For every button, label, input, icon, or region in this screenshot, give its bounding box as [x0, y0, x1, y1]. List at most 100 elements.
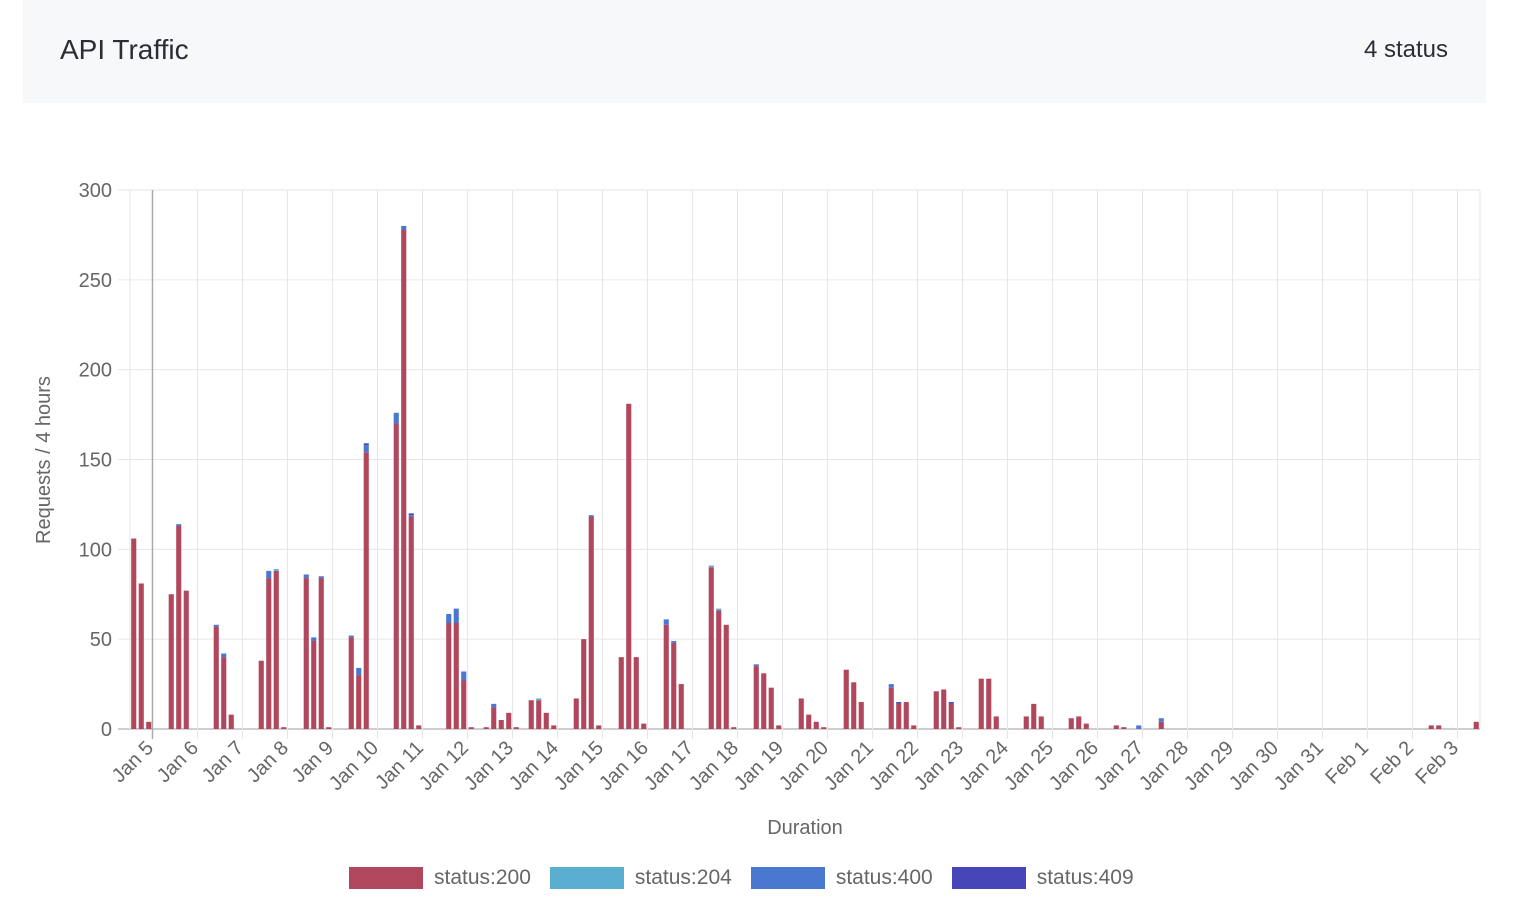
bar-segment-status-200 — [896, 703, 902, 729]
bar-segment-status-200 — [266, 578, 272, 729]
bar-segment-status-200 — [491, 707, 497, 729]
x-tick-label: Jan 12 — [415, 737, 473, 795]
bar-segment-status-200 — [641, 723, 647, 729]
bar-segment-status-200 — [551, 725, 557, 729]
legend-swatch — [750, 867, 825, 889]
bar-segment-status-200 — [761, 673, 767, 729]
bar-segment-status-200 — [138, 583, 144, 729]
x-tick-label: Jan 10 — [325, 737, 383, 795]
bar-segment-status-200 — [1158, 721, 1164, 729]
legend-item[interactable]: status:409 — [951, 866, 1134, 890]
bar-segment-status-400 — [1136, 725, 1142, 729]
bar-segment-status-400 — [588, 515, 594, 517]
bar-segment-status-400 — [461, 671, 467, 681]
bar-segment-status-200 — [221, 657, 227, 729]
bar-segment-status-200 — [768, 687, 774, 729]
y-tick-label: 250 — [79, 270, 112, 292]
bar-segment-status-200 — [131, 538, 137, 729]
bar-segment-status-200 — [723, 624, 729, 729]
bar-segment-status-400 — [303, 574, 309, 579]
bar-segment-status-409 — [363, 443, 369, 446]
bar-segment-status-200 — [168, 594, 174, 729]
bar-segment-status-200 — [888, 687, 894, 729]
bar-segment-status-400 — [318, 576, 324, 579]
bar-segment-status-200 — [536, 700, 542, 729]
y-tick-label: 300 — [79, 180, 112, 202]
bar-segment-status-200 — [416, 725, 422, 729]
bar-segment-status-200 — [1113, 725, 1119, 729]
bar-segment-status-200 — [483, 727, 489, 729]
legend-swatch — [549, 867, 624, 889]
bar-segment-status-200 — [1023, 716, 1029, 729]
bar-segment-status-200 — [318, 578, 324, 729]
bar-segment-status-200 — [903, 702, 909, 729]
x-tick-label: Jan 31 — [1270, 737, 1328, 795]
bar-segment-status-200 — [633, 657, 639, 729]
bar-segment-status-200 — [146, 721, 152, 729]
bar-segment-status-200 — [213, 626, 219, 729]
x-tick-label: Jan 5 — [108, 737, 158, 787]
legend-item[interactable]: status:200 — [349, 866, 531, 890]
bar-segment-status-200 — [1121, 727, 1127, 729]
bar-segment-status-204 — [708, 565, 714, 568]
x-tick-label: Jan 8 — [243, 737, 293, 787]
bar-segment-status-200 — [731, 727, 737, 729]
bar-segment-status-200 — [596, 725, 602, 729]
bar-segment-status-200 — [776, 725, 782, 729]
bar-segment-status-400 — [408, 515, 414, 517]
bar-segment-status-400 — [446, 614, 452, 623]
x-tick-label: Jan 14 — [505, 737, 563, 795]
bar-segment-status-200 — [281, 727, 287, 729]
bar-segment-status-200 — [228, 714, 234, 729]
x-tick-label: Jan 26 — [1045, 737, 1103, 795]
bar-segment-status-200 — [978, 678, 984, 729]
bar-segment-status-200 — [993, 716, 999, 729]
x-tick-label: Jan 15 — [550, 737, 608, 795]
x-tick-label: Jan 30 — [1225, 737, 1283, 795]
bar-segment-status-400 — [888, 684, 894, 688]
bar-segment-status-200 — [183, 590, 189, 729]
legend-item[interactable]: status:400 — [750, 866, 933, 890]
bar-segment-status-400 — [356, 667, 362, 676]
bar-segment-status-200 — [678, 684, 684, 729]
y-tick-label: 100 — [79, 539, 112, 561]
x-tick-label: Feb 3 — [1411, 737, 1463, 789]
legend-item[interactable]: status:204 — [549, 866, 732, 890]
bar-segment-status-400 — [176, 524, 182, 526]
bar-segment-status-200 — [588, 516, 594, 729]
bar-segment-status-200 — [986, 678, 992, 729]
legend-swatch — [951, 867, 1026, 889]
bar-segment-status-400 — [753, 664, 759, 667]
x-tick-label: Jan 11 — [371, 737, 428, 794]
legend-label: status:409 — [1036, 866, 1134, 889]
bar-segment-status-400 — [311, 637, 317, 641]
bar-segment-status-200 — [311, 640, 317, 729]
x-tick-label: Jan 19 — [730, 737, 788, 795]
bar-segment-status-204 — [536, 698, 542, 701]
bar-segment-status-200 — [363, 452, 369, 729]
bar-segment-status-200 — [176, 525, 182, 729]
x-tick-label: Jan 29 — [1180, 737, 1238, 795]
bar-segment-status-200 — [671, 642, 677, 729]
x-tick-label: Jan 25 — [1000, 737, 1058, 795]
bar-segment-status-200 — [708, 567, 714, 729]
y-tick-label: 200 — [79, 360, 112, 382]
x-tick-label: Jan 24 — [955, 737, 1013, 795]
status-count: 4 status — [1363, 36, 1448, 63]
y-tick-label: 150 — [79, 450, 112, 472]
x-tick-label: Jan 23 — [910, 737, 968, 795]
x-tick-label: Jan 18 — [685, 737, 743, 795]
bar-segment-status-200 — [941, 689, 947, 729]
x-tick-label: Feb 2 — [1366, 737, 1418, 789]
panel-header: API Traffic 4 status — [23, 0, 1486, 103]
bar-segment-status-200 — [813, 721, 819, 729]
bar-segment-status-200 — [453, 622, 459, 729]
bar-segment-status-200 — [1031, 703, 1037, 729]
bar-segment-status-200 — [858, 702, 864, 729]
x-tick-label: Jan 6 — [153, 737, 203, 787]
bar-segment-status-200 — [401, 229, 407, 729]
bar-segment-status-200 — [1428, 725, 1434, 729]
bar-segment-status-204 — [273, 569, 279, 571]
bar-segment-status-200 — [326, 727, 332, 729]
bar-segment-status-200 — [716, 610, 722, 729]
